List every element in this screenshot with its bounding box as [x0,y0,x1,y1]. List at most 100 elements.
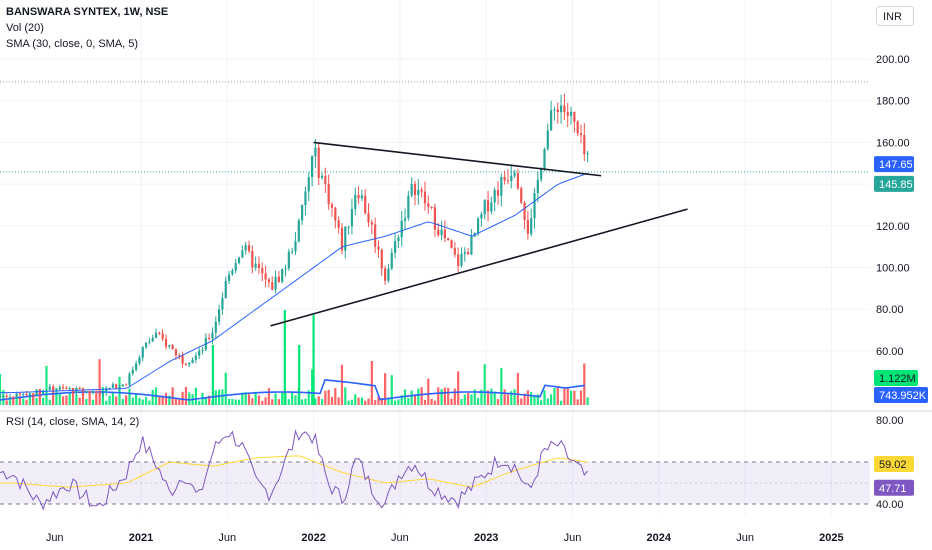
volume-bar [473,389,476,405]
volume-bar [320,399,324,405]
candle-body [330,204,334,208]
price-badges: 147.65 145.85 1.122M 743.952K 59.02 47.71 [874,156,928,496]
volume-legend[interactable]: Vol (20) [6,22,44,34]
candle-body [503,177,506,181]
volume-bar [281,392,284,405]
candle-body [510,175,513,182]
candle-body [131,369,134,374]
candle-body [556,109,559,113]
candle-body [208,337,211,339]
volume-bar [384,373,387,405]
price-tick-label: 120.00 [876,221,910,233]
price-tick-label: 80.00 [876,304,904,316]
sma-legend[interactable]: SMA (30, close, 0, SMA, 5) [6,38,139,50]
volume-bar [161,395,164,405]
volume-bar [294,395,297,405]
candle-body [413,184,417,196]
candle-body [297,220,300,242]
value-badge [874,387,928,403]
candle-body [98,392,101,395]
time-tick-label: Jun [218,532,236,544]
volume-bar [237,399,241,405]
sma-line [0,172,589,394]
currency-button[interactable]: INR [876,6,914,26]
candle-body [407,195,410,219]
candle-body [135,363,138,370]
candle-body [430,206,433,208]
price-tick-label: 160.00 [876,137,910,149]
volume-bar [566,388,569,405]
trendline [270,208,688,327]
candle-body [540,168,543,180]
volume-bar [25,399,28,405]
volume-bar [214,390,217,405]
rsi-legend[interactable]: RSI (14, close, SMA, 14, 2) [6,416,140,428]
candle-body [284,268,287,270]
volume-bar [516,372,520,405]
overlays [0,141,688,394]
candle-body [65,387,68,390]
candle-body [417,189,420,196]
volume-bars [0,310,589,405]
volume-bar [423,399,427,405]
candle-body [158,332,161,334]
volume-bar [65,395,68,405]
volume-bar [254,391,257,405]
volume-bar [317,396,320,405]
time-tick-label: 2022 [301,532,325,544]
candle-body [530,218,533,234]
volume-bar [583,363,586,405]
candle-body [237,257,241,264]
candle-body [191,359,194,364]
volume-bar [417,388,420,405]
volume-bar [453,388,456,405]
volume-bar [128,388,131,405]
candle-body [380,249,383,269]
candle-body [310,156,314,178]
volume-bar [486,390,490,405]
volume-bar [576,399,579,405]
volume-bar [141,399,144,405]
candle-body [201,349,204,351]
candle-body [287,251,290,269]
candle-body [304,191,307,206]
candle-body [174,349,178,356]
volume-bar [520,398,523,405]
candle-body [486,200,490,212]
candle-body [118,386,121,390]
volume-bar [184,387,188,405]
volume-bar [390,375,393,405]
value-badge-label: 47.71 [879,483,907,495]
candle-body [244,245,247,251]
candle-body [400,220,403,238]
candle-body [234,263,237,271]
candle-body [35,389,38,396]
candle-body [327,184,330,205]
volume-bar [75,394,78,405]
volume-bar [115,396,118,405]
candle-body [364,195,367,214]
volume-bar [476,398,480,405]
candle-body [490,202,493,212]
volume-bar [298,345,301,405]
volume-bar [274,393,277,405]
volume-bar [556,387,559,405]
candle-body [188,363,191,365]
candle-body [496,190,500,196]
candle-body [168,345,171,347]
volume-bar [85,398,88,405]
volume-bar [327,389,330,405]
volume-bar [513,389,516,405]
candle-body [5,395,8,398]
candle-body [164,338,168,347]
candle-body [553,109,556,111]
candle-body [52,386,55,391]
volume-bar [15,395,18,405]
volume-bar [420,387,423,405]
volume-bar [310,369,314,405]
volume-bar [410,390,413,405]
candle-body [111,384,114,388]
candle-body [218,309,221,322]
candle-body [101,392,105,395]
